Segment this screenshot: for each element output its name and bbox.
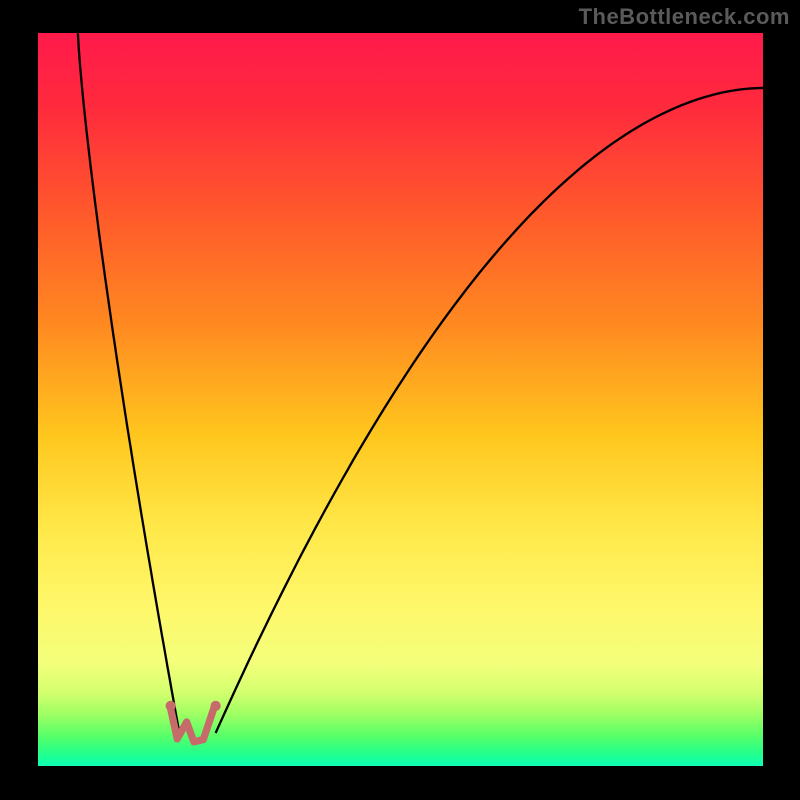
curve-layer [38, 33, 763, 766]
v-curve-left [78, 33, 180, 733]
v-curve-right [216, 88, 763, 733]
chart-container: TheBottleneck.com [0, 0, 800, 800]
watermark-text: TheBottleneck.com [579, 4, 790, 30]
plot-area [38, 33, 763, 766]
dip-wobble-line [171, 707, 215, 741]
